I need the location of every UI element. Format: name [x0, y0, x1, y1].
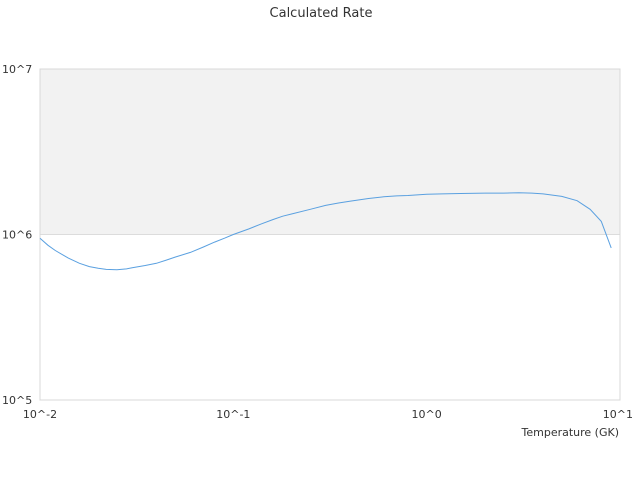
- x-tick-label: 10^-2: [23, 408, 57, 421]
- x-tick-label: 10^-1: [216, 408, 250, 421]
- y-tick-label: 10^5: [2, 394, 32, 407]
- x-tick-label: 10^0: [412, 408, 442, 421]
- y-tick-label: 10^6: [2, 229, 32, 242]
- plot-band: [40, 69, 620, 235]
- chart-title: Calculated Rate: [270, 6, 373, 21]
- x-tick-label: 10^1: [603, 408, 633, 421]
- x-axis-title: Temperature (GK): [521, 426, 620, 439]
- plot-frame: [39, 68, 621, 401]
- rate-series-line: [39, 192, 612, 271]
- y-tick-labels: 10^7 10^6 10^5: [2, 63, 32, 407]
- plot-band: [40, 234, 620, 400]
- x-tick-labels: 10^-2 10^-1 10^0 10^1: [23, 408, 633, 421]
- plot-bands: [40, 69, 620, 400]
- y-tick-label: 10^7: [2, 63, 32, 76]
